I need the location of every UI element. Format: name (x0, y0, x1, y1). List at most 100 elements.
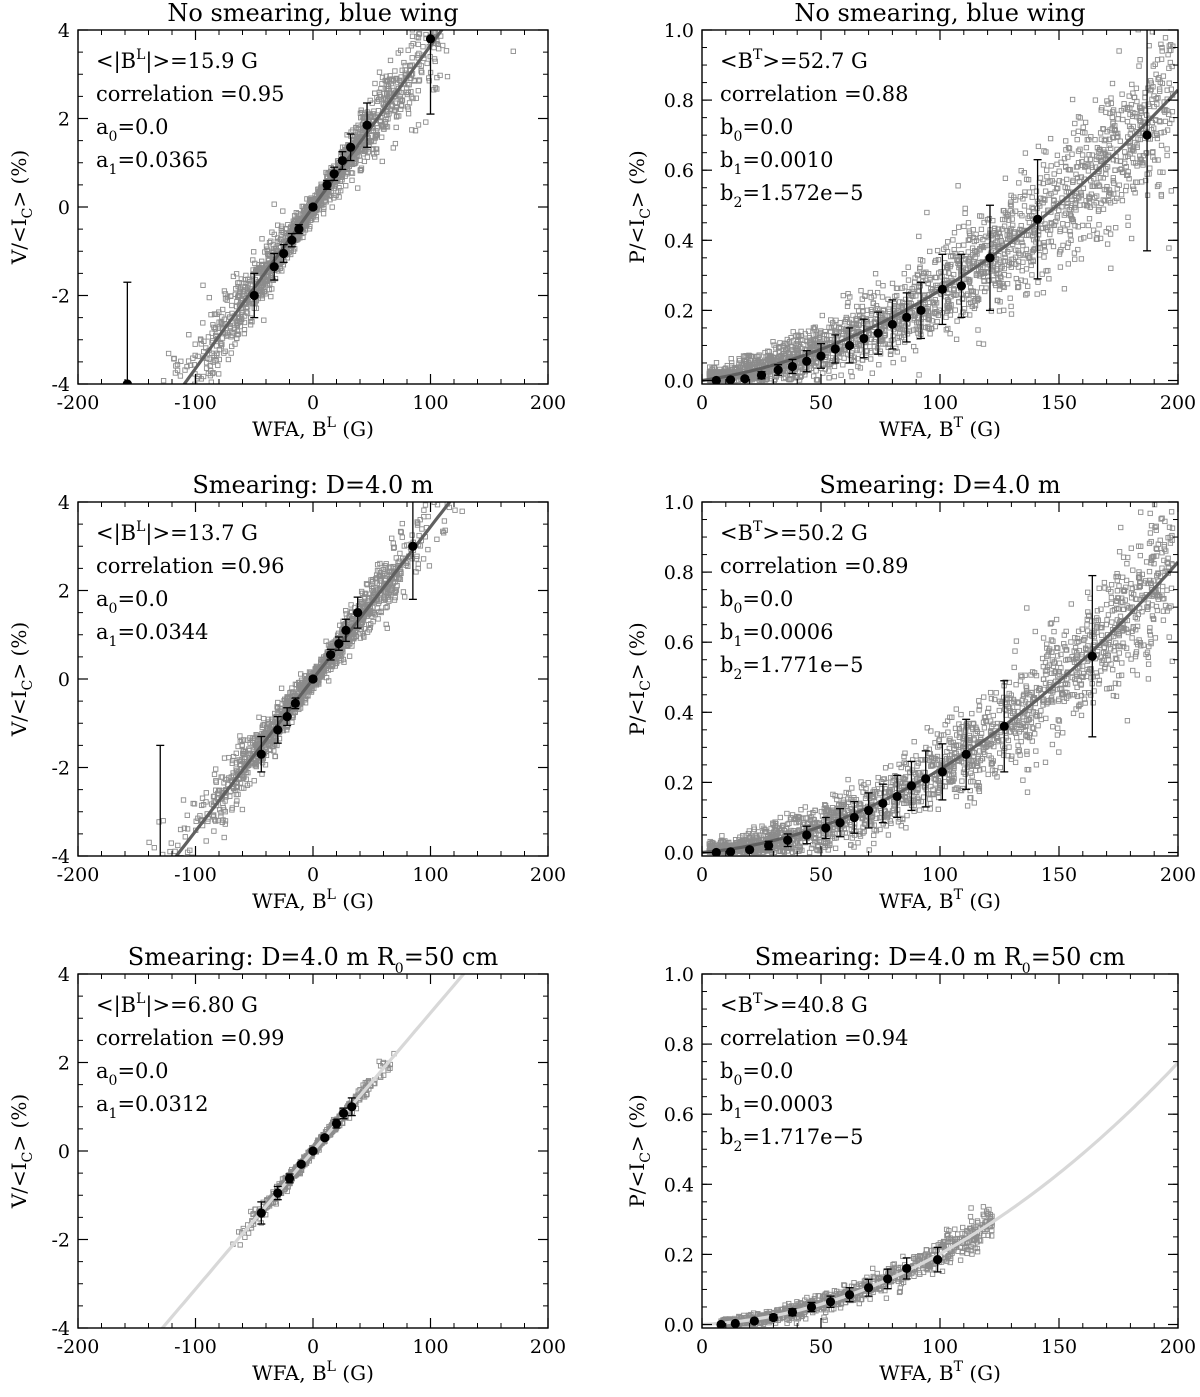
scatter-point (201, 321, 205, 325)
scatter-point (279, 686, 283, 690)
scatter-point (422, 508, 426, 512)
binned-mean-point (774, 365, 783, 374)
scatter-point (1117, 49, 1121, 53)
x-axis-label-unit: (G) (336, 417, 374, 441)
scatter-point (1070, 152, 1074, 156)
scatter-point (1093, 138, 1097, 142)
scatter-point (423, 503, 427, 507)
scatter-point (445, 74, 449, 78)
scatter-point (955, 319, 959, 323)
scatter-point (222, 756, 226, 760)
scatter-point (167, 459, 171, 463)
x-tick-label: -100 (174, 392, 217, 414)
scatter-point (870, 371, 874, 375)
scatter-point (1159, 194, 1163, 198)
binned-mean-point (985, 253, 994, 262)
scatter-point (230, 303, 234, 307)
y-tick-label: 0.8 (664, 90, 694, 112)
scatter-point (174, 364, 178, 368)
scatter-point (1161, 170, 1165, 174)
x-tick-label: 0 (307, 392, 319, 414)
scatter-point (880, 295, 884, 299)
scatter-point (1076, 129, 1080, 133)
binned-mean-point (308, 202, 317, 211)
y-tick-label: 0.0 (664, 370, 694, 392)
scatter-point (1002, 224, 1006, 228)
scatter-point (153, 880, 157, 884)
scatter-point (841, 293, 845, 297)
scatter-point (814, 369, 818, 373)
scatter-point (881, 284, 885, 288)
binned-mean-point (902, 313, 911, 322)
scatter-point (730, 361, 734, 365)
scatter-point (917, 373, 921, 377)
scatter-point (1047, 277, 1051, 281)
scatter-point (161, 416, 165, 420)
scatter-point (1022, 204, 1026, 208)
scatter-point (1003, 176, 1007, 180)
scatter-point (1058, 265, 1062, 269)
scatter-point (252, 779, 256, 783)
scatter-point (337, 195, 341, 199)
scatter-point (1057, 169, 1061, 173)
annotation-mean-superscript: L (136, 47, 145, 63)
scatter-point (925, 210, 929, 214)
scatter-point (917, 234, 921, 238)
binned-mean-point (1142, 131, 1151, 140)
coefficient-subscript: 0 (109, 129, 118, 145)
scatter-point (1113, 168, 1117, 172)
scatter-point (410, 34, 414, 38)
scatter-point (873, 272, 877, 276)
scatter-point (1052, 172, 1056, 176)
scatter-point (1099, 137, 1103, 141)
annotation-coefficient: b0=0.0 (720, 115, 793, 145)
scatter-point (1064, 139, 1068, 143)
scatter-point (1114, 226, 1118, 230)
annotation-correlation: correlation =0.88 (720, 82, 909, 106)
binned-mean-point (346, 143, 355, 152)
scatter-point (1062, 287, 1066, 291)
scatter-point (471, 472, 475, 476)
scatter-point (406, 48, 410, 52)
scatter-point (1009, 304, 1013, 308)
scatter-point (1002, 308, 1006, 312)
scatter-point (388, 58, 392, 62)
scatter-point (1065, 177, 1069, 181)
scatter-point (441, 496, 445, 500)
scatter-point (1097, 223, 1101, 227)
scatter-point (252, 250, 256, 254)
scatter-point (183, 835, 187, 839)
binned-mean-point (362, 121, 371, 130)
scatter-point (859, 289, 863, 293)
chart-title: No smearing, blue wing (167, 0, 458, 27)
coefficient-value: =0.0 (742, 115, 793, 139)
scatter-point (935, 319, 939, 323)
binned-mean-point (874, 329, 883, 338)
scatter-point (150, 867, 154, 871)
scatter-point (997, 309, 1001, 313)
scatter-point (166, 413, 170, 417)
scatter-point (474, 423, 478, 427)
scatter-point (1079, 237, 1083, 241)
scatter-point (391, 146, 395, 150)
scatter-point (262, 318, 266, 322)
scatter-point (402, 60, 406, 64)
binned-mean-point (740, 374, 749, 383)
scatter-point (850, 374, 854, 378)
coefficient-value: =0.0010 (742, 148, 833, 172)
scatter-point (1126, 223, 1130, 227)
scatter-point (1131, 156, 1135, 160)
scatter-point (321, 212, 325, 216)
scatter-point (416, 89, 420, 93)
scatter-point (1017, 181, 1021, 185)
scatter-point (1024, 293, 1028, 297)
scatter-point (210, 386, 214, 390)
scatter-point (165, 890, 169, 894)
coefficient-subscript: 0 (733, 129, 742, 145)
scatter-point (139, 896, 143, 900)
scatter-point (1066, 262, 1070, 266)
scatter-point (963, 211, 967, 215)
binned-mean-point (338, 156, 347, 165)
scatter-point (869, 357, 873, 361)
